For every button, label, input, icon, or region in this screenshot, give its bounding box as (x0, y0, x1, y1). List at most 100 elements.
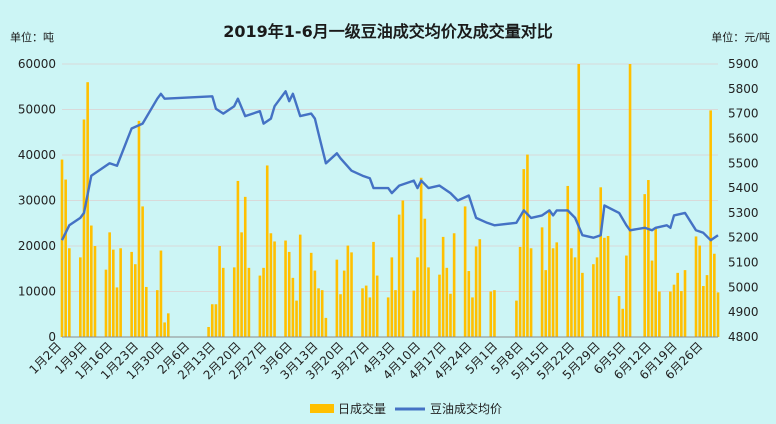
volume-bar (368, 297, 372, 337)
volume-bar (526, 154, 529, 337)
volume-bar (621, 308, 625, 337)
volume-bar (529, 248, 533, 337)
volume-bar (166, 313, 170, 337)
left-axis-ticks: 0 10000 20000 30000 40000 50000 60000 (18, 57, 56, 344)
volume-bar (397, 214, 401, 337)
volume-bar (386, 297, 390, 337)
volume-bar (64, 179, 67, 337)
volume-bar (375, 275, 379, 337)
right-axis-tick-label: 5900 (728, 57, 759, 71)
volume-bar (702, 286, 705, 337)
right-axis-tick-label: 5800 (728, 82, 759, 96)
volume-bar (243, 196, 247, 337)
right-axis-tick-label: 5400 (728, 181, 759, 195)
volume-bar (221, 267, 225, 337)
volume-bar (155, 290, 159, 337)
right-axis-tick-label: 5300 (728, 206, 759, 220)
volume-bar (441, 236, 445, 337)
volume-bar (361, 288, 364, 337)
volume-bar (716, 292, 720, 337)
volume-bar (313, 270, 317, 337)
volume-bar (247, 267, 251, 337)
volume-bar (658, 291, 661, 337)
volume-bar (262, 267, 265, 337)
volume-bar (298, 234, 302, 337)
right-axis-tick-label: 5700 (728, 107, 759, 121)
left-axis-tick-label: 40000 (18, 148, 56, 162)
volume-bar (683, 270, 687, 337)
volume-bar (335, 259, 339, 337)
legend-volume-label: 日成交量 (338, 401, 386, 416)
volume-bar (467, 271, 471, 337)
volume-bar (137, 120, 141, 337)
volume-bar (324, 317, 328, 337)
volume-bar (79, 257, 82, 337)
volume-bar (104, 269, 108, 337)
legend-volume-swatch (310, 404, 334, 413)
volume-bar (548, 209, 551, 337)
volume-bar (68, 248, 71, 337)
right-axis-tick-label: 4800 (728, 330, 759, 344)
volume-bar (240, 232, 243, 337)
volume-bar (551, 248, 555, 337)
volume-bar (284, 240, 287, 337)
volume-bar (390, 257, 394, 337)
left-axis-tick-label: 60000 (18, 57, 56, 71)
volume-bar (419, 177, 423, 337)
volume-bar (273, 241, 276, 337)
volume-bar (625, 255, 628, 337)
volume-bar (599, 187, 603, 337)
volume-bar (654, 228, 657, 337)
volume-bar (515, 300, 518, 337)
volume-bar (449, 293, 452, 337)
volume-bar (130, 251, 133, 337)
volume-bar (471, 297, 474, 337)
volume-bar (647, 180, 650, 337)
price-line-group (60, 90, 719, 242)
right-axis-tick-label: 5200 (728, 231, 759, 245)
volume-bar (427, 267, 430, 337)
volume-bar (573, 257, 577, 337)
volume-bar (592, 264, 595, 337)
volume-bar (287, 251, 291, 337)
volume-bar (60, 159, 64, 337)
volume-bar (115, 287, 119, 337)
left-axis-tick-label: 0 (48, 330, 56, 344)
volume-bar (438, 274, 441, 337)
volume-bar (416, 257, 419, 337)
volume-bar (163, 322, 166, 337)
price-line (60, 90, 719, 242)
volume-bar (595, 257, 599, 337)
volume-bar (423, 218, 427, 337)
volume-bar (489, 291, 493, 337)
chart-title: 2019年1-6月一级豆油成交均价及成交量对比 (223, 22, 552, 41)
volume-bar (218, 246, 221, 337)
volume-bar (566, 185, 570, 337)
legend-price-label: 豆油成交均价 (430, 401, 502, 416)
volume-bar (603, 237, 606, 337)
volume-bar (650, 260, 654, 337)
volume-bar (236, 180, 240, 337)
volume-bar (555, 242, 559, 337)
volume-bar (346, 245, 350, 337)
volume-bar (232, 267, 236, 337)
x-axis-ticks: 1月2日1月9日1月16日1月23日1月30日2月6日2月13日2月20日2月2… (26, 336, 718, 382)
volume-bar (694, 236, 698, 337)
right-axis-tick-label: 5100 (728, 256, 759, 270)
gridlines (62, 63, 718, 338)
volume-bar (412, 290, 416, 337)
volume-bar (478, 239, 482, 337)
volume-bar (705, 275, 709, 337)
volume-bar (364, 285, 368, 337)
volume-bar (394, 290, 397, 337)
volume-bar (90, 225, 93, 337)
volume-bar (544, 270, 548, 337)
volume-bar (144, 286, 148, 337)
left-axis-tick-label: 20000 (18, 239, 56, 253)
volume-bar (628, 64, 632, 337)
volume-bar (713, 253, 716, 337)
left-axis-tick-label: 10000 (18, 285, 56, 299)
volume-bar (452, 233, 456, 337)
volume-bar (522, 169, 526, 337)
volume-bar (617, 296, 621, 337)
